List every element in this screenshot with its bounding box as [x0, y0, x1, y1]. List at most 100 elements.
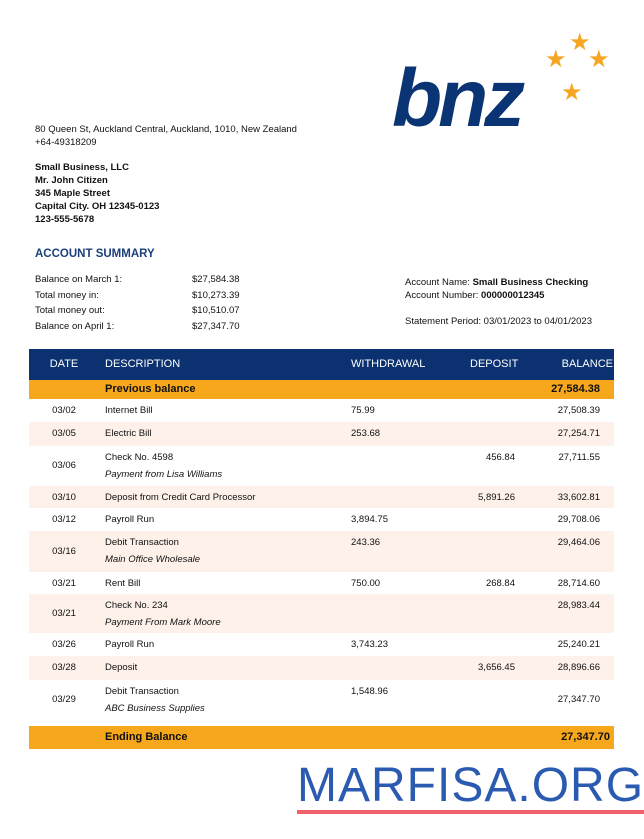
customer-street: 345 Maple Street [35, 188, 110, 199]
row-description: Rent Bill [105, 578, 141, 589]
row-description: Deposit [105, 662, 138, 673]
row-date: 03/21 [52, 578, 76, 589]
row-date: 03/10 [52, 492, 76, 503]
customer-phone: 123-555-5678 [35, 214, 95, 225]
row-date: 03/02 [52, 405, 76, 416]
row-description: Debit Transaction [105, 537, 179, 548]
row-withdrawal: 3,743.23 [351, 639, 388, 650]
ending-balance-label: Ending Balance [105, 731, 188, 743]
row-withdrawal: 1,548.96 [351, 686, 388, 697]
account-number: 000000012345 [481, 290, 545, 301]
row-withdrawal: 243.36 [351, 537, 381, 548]
row-subdescription: Payment from Lisa Williams [105, 469, 223, 480]
row-date: 03/29 [52, 694, 76, 705]
summary-title: ACCOUNT SUMMARY [35, 248, 155, 260]
table-row: 03/21 Check No. 234 Payment From Mark Moor… [29, 594, 614, 633]
table-header: DATE DESCRIPTION WITHDRAWAL DEPOSIT BALA… [29, 349, 614, 380]
table-row: 03/02 Internet Bill 75.99 27,508.39 [29, 399, 614, 422]
row-balance: 25,240.21 [557, 639, 600, 650]
row-balance: 29,708.06 [557, 514, 600, 525]
customer-company: Small Business, LLC [35, 162, 129, 173]
account-number-label: Account Number: [405, 290, 479, 301]
bank-phone: +64-49318209 [35, 137, 97, 148]
row-withdrawal: 253.68 [351, 428, 381, 439]
row-date: 03/16 [52, 546, 76, 557]
header-deposit: DEPOSIT [470, 358, 519, 370]
summary-value: $10,510.07 [192, 305, 240, 316]
summary-value: $27,584.38 [192, 274, 240, 285]
summary-label: Total money out: [35, 305, 105, 316]
row-withdrawal: 3,894.75 [351, 514, 388, 525]
row-description: Deposit from Credit Card Processor [105, 492, 256, 503]
transactions-table: DATE DESCRIPTION WITHDRAWAL DEPOSIT BALA… [29, 349, 614, 749]
summary-label: Balance on April 1: [35, 320, 115, 332]
account-name-label: Account Name: [405, 277, 470, 288]
account-summary: Balance on March 1: $27,584.38 Total mone… [35, 274, 240, 336]
row-date: 03/12 [52, 514, 76, 525]
ending-balance-row: Ending Balance 27,347.70 [29, 726, 614, 749]
table-row: 03/28 Deposit 3,656.45 28,896.66 [29, 656, 614, 680]
row-description: Payroll Run [105, 514, 155, 525]
summary-value: $10,273.39 [192, 289, 240, 301]
row-balance: 28,714.60 [557, 578, 600, 589]
row-date: 03/05 [52, 428, 76, 439]
row-balance: 27,711.55 [558, 452, 600, 463]
row-date: 03/21 [52, 608, 76, 619]
row-balance: 27,347.70 [557, 694, 600, 705]
summary-label: Total money in: [35, 289, 99, 301]
previous-balance-label: Previous balance [105, 383, 196, 395]
header-balance: BALANCE [561, 358, 613, 370]
customer-block: Small Business, LLC Mr. John Citizen 345… [35, 161, 159, 226]
row-description: Check No. 4598 [105, 452, 174, 463]
row-balance: 27,508.39 [557, 405, 600, 416]
table-row: 03/26 Payroll Run 3,743.23 25,240.21 [29, 633, 614, 656]
customer-city: Capital City. OH 12345-0123 [35, 201, 160, 212]
bnz-logo: bnz [392, 53, 525, 144]
row-deposit: 5,891.26 [478, 492, 515, 503]
row-balance: 33,602.81 [557, 492, 600, 503]
customer-name: Mr. John Citizen [35, 175, 108, 186]
row-date: 03/06 [52, 460, 76, 471]
row-date: 03/26 [52, 639, 76, 650]
row-description: Payroll Run [105, 639, 155, 650]
watermark: MARFISA.ORG [297, 759, 644, 812]
bank-address: 80 Queen St, Auckland Central, Auckland,… [35, 123, 297, 149]
table-row: 03/29 Debit Transaction ABC Business Suppl… [29, 680, 614, 720]
table-row: 03/16 Debit Transaction Main Office Wholes… [29, 531, 614, 572]
header-description: DESCRIPTION [105, 358, 181, 370]
row-balance: 27,254.71 [557, 428, 600, 439]
summary-value: $27,347.70 [192, 320, 240, 332]
row-subdescription: ABC Business Supplies [105, 703, 205, 714]
statement-period: Statement Period: 03/01/2023 to 04/01/20… [405, 316, 592, 327]
row-balance: 28,896.66 [557, 662, 600, 673]
row-deposit: 456.84 [485, 452, 515, 463]
previous-balance-value: 27,584.38 [551, 383, 600, 395]
account-info: Account Name: Small Business Checking Ac… [405, 276, 592, 328]
table-row: 03/06 Check No. 4598 Payment from Lisa Wil… [29, 446, 614, 486]
row-deposit: 268.84 [485, 578, 515, 589]
row-withdrawal: 750.00 [351, 578, 381, 589]
row-description: Check No. 234 [105, 600, 168, 611]
bank-street: 80 Queen St, Auckland Central, Auckland,… [35, 124, 297, 135]
row-subdescription: Main Office Wholesale [105, 554, 201, 565]
row-withdrawal: 75.99 [351, 405, 375, 416]
table-row: 03/21 Rent Bill 750.00 268.84 28,714.60 [29, 572, 614, 594]
table-row: 03/05 Electric Bill 253.68 27,254.71 [29, 422, 614, 446]
table-row: 03/10 Deposit from Credit Card Processor 5… [29, 486, 614, 508]
row-description: Debit Transaction [105, 686, 179, 697]
row-balance: 29,464.06 [557, 537, 600, 548]
row-description: Electric Bill [105, 428, 152, 439]
row-balance: 28,983.44 [557, 600, 600, 611]
ending-balance-value: 27,347.70 [561, 731, 610, 743]
header-withdrawal: WITHDRAWAL [351, 358, 426, 370]
row-deposit: 3,656.45 [478, 662, 515, 673]
account-name: Small Business Checking [472, 277, 589, 288]
summary-label: Balance on March 1: [35, 274, 123, 285]
row-date: 03/28 [52, 662, 76, 673]
previous-balance-row: Previous balance 27,584.38 [29, 380, 614, 399]
row-subdescription: Payment From Mark Moore [105, 617, 221, 628]
row-description: Internet Bill [105, 405, 153, 416]
header-date: DATE [49, 358, 79, 370]
watermark-underline [297, 810, 644, 814]
table-row: 03/12 Payroll Run 3,894.75 29,708.06 [29, 508, 614, 531]
